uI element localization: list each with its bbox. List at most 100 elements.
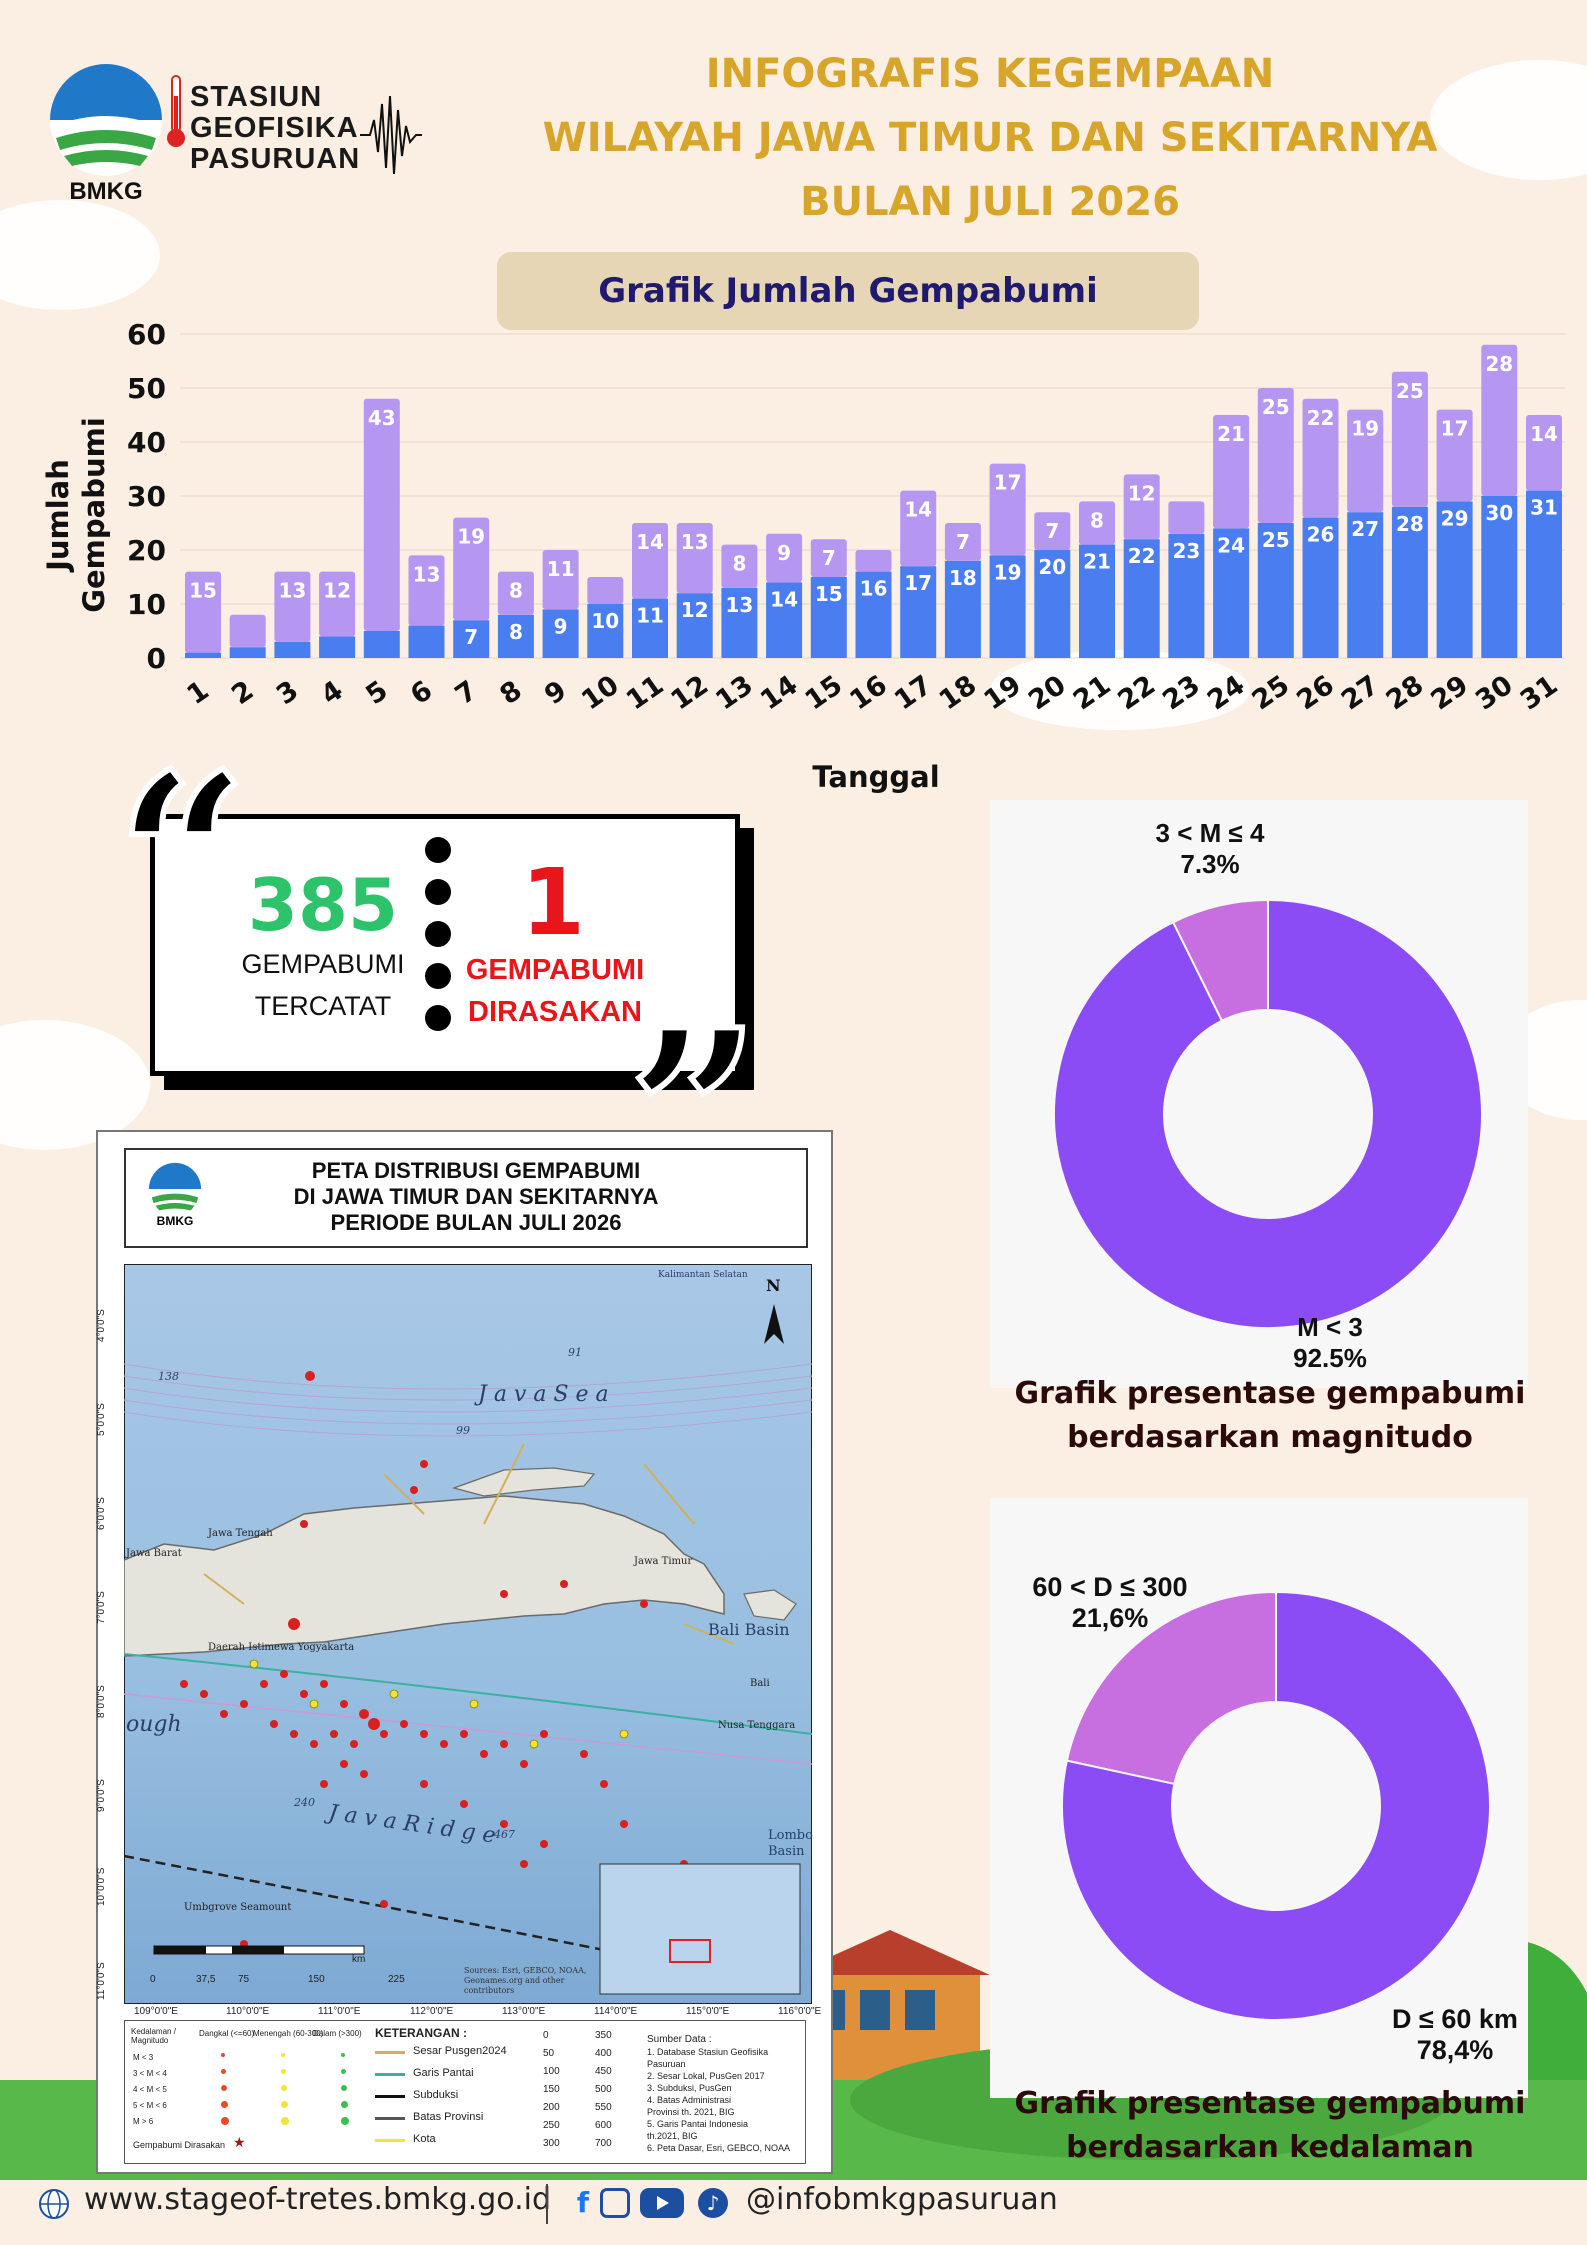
longitude-tick: 112°0'0"E: [410, 2006, 454, 2017]
bar-segment: [229, 647, 266, 658]
x-tick-label: 30: [1470, 670, 1519, 717]
recorded-label: GEMPABUMI TERCATAT: [213, 943, 433, 1027]
map-canvas: [124, 1264, 812, 2004]
scale-label: 0: [150, 1974, 156, 1985]
x-tick-label: 19: [978, 670, 1027, 717]
depth-value: 400: [595, 2048, 612, 2059]
longitude-tick: 109°0'0"E: [134, 2006, 178, 2017]
infographic-title: INFOGRAFIS KEGEMPAAN WILAYAH JAWA TIMUR …: [440, 42, 1540, 234]
y-axis-label: JumlahGempabumi: [41, 417, 111, 613]
latitude-tick: 8°0'0"S: [96, 1685, 107, 1718]
map-title-line: DI JAWA TIMUR DAN SEKITARNYA: [293, 1184, 659, 1209]
data-label: 22: [1307, 406, 1335, 430]
trough-label: ough: [126, 1712, 182, 1737]
data-label: 14: [770, 587, 798, 611]
bar-segment: [1257, 523, 1294, 658]
bar-segment: [1436, 409, 1473, 502]
bar-segment: [721, 544, 758, 588]
data-label: 14: [636, 530, 664, 554]
bar-segment: [1079, 544, 1115, 658]
x-tick-label: 12: [666, 670, 715, 717]
data-label: 30: [1485, 501, 1513, 525]
bar-segment: [766, 533, 803, 583]
bar-segment: [408, 555, 445, 626]
depth-caption-line: berdasarkan kedalaman: [1066, 2130, 1474, 2165]
latitude-tick: 6°0'0"S: [96, 1497, 107, 1530]
yogyakarta-label: Daerah Istimewa Yogyakarta: [208, 1642, 355, 1653]
jawa-timur-label: Jawa Timur: [634, 1556, 693, 1567]
depth-label: 99: [456, 1424, 470, 1437]
separator-dot: [425, 879, 451, 905]
map-bmkg-emblem: [148, 1162, 202, 1211]
data-label: 25: [1396, 379, 1424, 403]
pie-slice: [1065, 1590, 1277, 1786]
tiktok-icon[interactable]: ♪: [698, 2188, 728, 2218]
depth-value: 0: [543, 2030, 549, 2041]
data-label: 15: [189, 579, 217, 603]
youtube-icon[interactable]: [640, 2188, 684, 2218]
shallow-yellow-dots: [249, 1659, 629, 1749]
stats-box: 385 GEMPABUMI TERCATAT 1 GEMPABUMI DIRAS…: [150, 814, 740, 1076]
bali-island: [743, 1589, 797, 1621]
data-label: 16: [860, 577, 888, 601]
data-label: 43: [368, 406, 396, 430]
depth-value: 100: [543, 2066, 560, 2077]
data-label: 7: [822, 546, 836, 570]
bmkg-emblem: [50, 64, 162, 176]
data-label: 19: [994, 560, 1022, 584]
website-link[interactable]: www.stageof-tretes.bmkg.go.id: [84, 2182, 552, 2217]
map-scale-bar: [153, 1945, 365, 1955]
data-label: 13: [681, 530, 709, 554]
separator-dot: [425, 837, 451, 863]
instagram-icon[interactable]: [600, 2188, 630, 2218]
legend-swatch: [375, 2095, 405, 2098]
map-header: BMKG PETA DISTRIBUSI GEMPABUMI DI JAWA T…: [124, 1148, 808, 1248]
x-tick-label: 9: [539, 675, 572, 711]
x-tick-label: 31: [1515, 670, 1564, 717]
data-label: 15: [815, 582, 843, 606]
x-tick-label: 14: [755, 670, 804, 717]
bar-segment: [1123, 539, 1160, 658]
data-label: 14: [904, 498, 932, 522]
x-tick-label: 25: [1247, 670, 1296, 717]
bar-segment: [676, 593, 713, 658]
felt-label-line: DIRASAKAN: [468, 996, 642, 1028]
matrix-dot: [221, 2117, 229, 2125]
data-label: 8: [509, 620, 523, 644]
data-label: 17: [994, 471, 1022, 495]
separator-dot: [425, 921, 451, 947]
latitude-tick: 10°0'0"S: [96, 1867, 107, 1906]
x-tick-label: 22: [1113, 670, 1162, 717]
bmkg-label: BMKG: [69, 178, 143, 205]
footer-divider: [546, 2184, 548, 2224]
facebook-icon[interactable]: f: [576, 2186, 590, 2219]
data-label: 28: [1485, 352, 1513, 376]
data-label: 7: [464, 625, 478, 649]
title-line: WILAYAH JAWA TIMUR DAN SEKITARNYA: [542, 115, 1438, 161]
data-label: 14: [1530, 422, 1558, 446]
north-arrow-icon: [764, 1304, 784, 1344]
bar-segment: [1213, 415, 1250, 529]
ntb-label: Nusa Tenggara: [718, 1720, 796, 1731]
data-label: 20: [1038, 555, 1066, 579]
source-line: 2. Sesar Lokal, PusGen 2017: [647, 2071, 765, 2081]
depth-value: 550: [595, 2102, 612, 2113]
matrix-dot: [281, 2069, 286, 2074]
magnitude-caption-line: Grafik presentase gempabumi: [1014, 1376, 1526, 1411]
x-tick-label: 27: [1336, 670, 1385, 717]
bar-segment: [676, 523, 713, 594]
social-handle[interactable]: @infobmkgpasuruan: [746, 2182, 1058, 2217]
station-line: PASURUAN: [190, 143, 361, 175]
x-tick-label: 23: [1157, 670, 1206, 717]
bar-segment: [1168, 533, 1205, 658]
data-label: 9: [777, 541, 791, 565]
depth-value: 700: [595, 2138, 612, 2149]
bar-segment: [1302, 517, 1339, 658]
bar-segment: [632, 523, 668, 599]
bar-segment: [542, 550, 579, 610]
data-label: 23: [1172, 539, 1200, 563]
data-label: 12: [323, 579, 351, 603]
data-label: 11: [547, 557, 575, 581]
x-axis-label: Tanggal: [812, 760, 939, 794]
bar-segment: [632, 598, 668, 658]
